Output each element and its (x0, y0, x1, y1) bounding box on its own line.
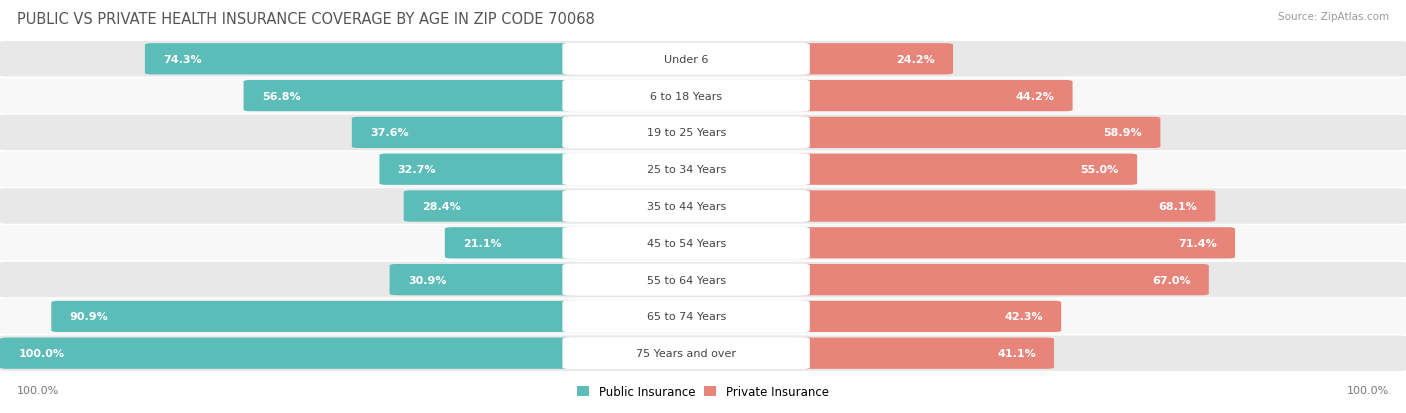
Text: 24.2%: 24.2% (896, 55, 935, 65)
FancyBboxPatch shape (562, 190, 810, 223)
Text: 41.1%: 41.1% (997, 348, 1036, 358)
Text: 65 to 74 Years: 65 to 74 Years (647, 312, 725, 322)
FancyBboxPatch shape (0, 338, 578, 369)
FancyBboxPatch shape (562, 81, 810, 112)
Text: PUBLIC VS PRIVATE HEALTH INSURANCE COVERAGE BY AGE IN ZIP CODE 70068: PUBLIC VS PRIVATE HEALTH INSURANCE COVER… (17, 12, 595, 27)
FancyBboxPatch shape (562, 117, 810, 149)
Text: 90.9%: 90.9% (69, 312, 108, 322)
FancyBboxPatch shape (794, 264, 1209, 296)
Text: 56.8%: 56.8% (262, 91, 301, 101)
FancyBboxPatch shape (794, 154, 1137, 185)
FancyBboxPatch shape (0, 262, 1406, 298)
FancyBboxPatch shape (562, 264, 810, 296)
Text: 100.0%: 100.0% (17, 385, 59, 395)
Text: 100.0%: 100.0% (1347, 385, 1389, 395)
Text: 42.3%: 42.3% (1004, 312, 1043, 322)
Text: 44.2%: 44.2% (1015, 91, 1054, 101)
Text: Source: ZipAtlas.com: Source: ZipAtlas.com (1278, 12, 1389, 22)
FancyBboxPatch shape (794, 338, 1054, 369)
Text: 37.6%: 37.6% (370, 128, 409, 138)
FancyBboxPatch shape (0, 42, 1406, 77)
FancyBboxPatch shape (794, 81, 1073, 112)
Text: 58.9%: 58.9% (1104, 128, 1142, 138)
Text: 30.9%: 30.9% (408, 275, 446, 285)
Text: 55.0%: 55.0% (1081, 165, 1119, 175)
FancyBboxPatch shape (51, 301, 578, 332)
FancyBboxPatch shape (562, 337, 810, 369)
Text: 21.1%: 21.1% (463, 238, 502, 248)
Legend: Public Insurance, Private Insurance: Public Insurance, Private Insurance (572, 381, 834, 403)
Text: 68.1%: 68.1% (1159, 202, 1197, 211)
FancyBboxPatch shape (794, 301, 1062, 332)
FancyBboxPatch shape (0, 225, 1406, 261)
Text: 35 to 44 Years: 35 to 44 Years (647, 202, 725, 211)
FancyBboxPatch shape (389, 264, 578, 296)
FancyBboxPatch shape (562, 301, 810, 332)
Text: 32.7%: 32.7% (398, 165, 436, 175)
Text: 75 Years and over: 75 Years and over (636, 348, 737, 358)
Text: 67.0%: 67.0% (1152, 275, 1191, 285)
FancyBboxPatch shape (0, 189, 1406, 224)
FancyBboxPatch shape (145, 44, 578, 75)
FancyBboxPatch shape (243, 81, 578, 112)
Text: 25 to 34 Years: 25 to 34 Years (647, 165, 725, 175)
Text: Under 6: Under 6 (664, 55, 709, 65)
FancyBboxPatch shape (794, 117, 1160, 149)
FancyBboxPatch shape (352, 117, 578, 149)
Text: 55 to 64 Years: 55 to 64 Years (647, 275, 725, 285)
FancyBboxPatch shape (0, 152, 1406, 188)
Text: 100.0%: 100.0% (18, 348, 65, 358)
Text: 28.4%: 28.4% (422, 202, 461, 211)
Text: 6 to 18 Years: 6 to 18 Years (650, 91, 723, 101)
FancyBboxPatch shape (404, 191, 578, 222)
FancyBboxPatch shape (794, 44, 953, 75)
Text: 71.4%: 71.4% (1178, 238, 1216, 248)
FancyBboxPatch shape (0, 78, 1406, 114)
FancyBboxPatch shape (562, 227, 810, 259)
FancyBboxPatch shape (444, 228, 578, 259)
FancyBboxPatch shape (794, 191, 1215, 222)
Text: 74.3%: 74.3% (163, 55, 202, 65)
FancyBboxPatch shape (794, 228, 1234, 259)
FancyBboxPatch shape (0, 299, 1406, 335)
FancyBboxPatch shape (0, 115, 1406, 151)
FancyBboxPatch shape (380, 154, 578, 185)
FancyBboxPatch shape (562, 44, 810, 76)
Text: 45 to 54 Years: 45 to 54 Years (647, 238, 725, 248)
Text: 19 to 25 Years: 19 to 25 Years (647, 128, 725, 138)
FancyBboxPatch shape (0, 336, 1406, 371)
FancyBboxPatch shape (562, 154, 810, 186)
